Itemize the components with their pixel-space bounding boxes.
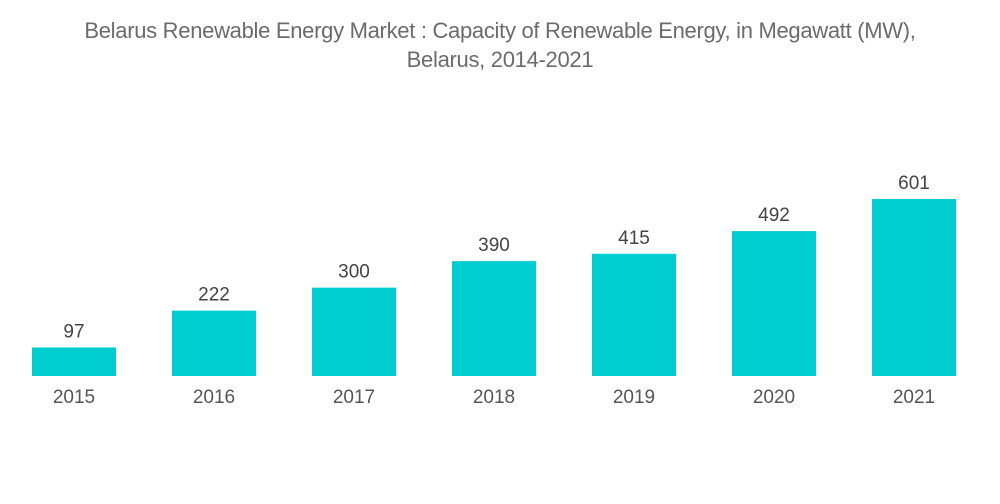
bar-2018 bbox=[452, 261, 536, 376]
data-label-2016: 222 bbox=[198, 285, 230, 306]
bar-2017 bbox=[312, 287, 396, 376]
bar-2015 bbox=[32, 347, 116, 376]
x-tick-label-2017: 2017 bbox=[333, 387, 375, 408]
data-label-2021: 601 bbox=[898, 173, 930, 194]
x-tick-label-2019: 2019 bbox=[613, 387, 655, 408]
data-label-2015: 97 bbox=[63, 321, 84, 342]
x-tick-label-2015: 2015 bbox=[53, 387, 95, 408]
bar-2019 bbox=[592, 253, 676, 376]
data-label-2020: 492 bbox=[758, 205, 790, 226]
chart-title: Belarus Renewable Energy Market : Capaci… bbox=[0, 16, 1000, 74]
bar-2021 bbox=[872, 199, 956, 376]
chart-title-line-1: Belarus Renewable Energy Market : Capaci… bbox=[84, 18, 916, 43]
x-tick-label-2018: 2018 bbox=[473, 387, 515, 408]
data-label-2018: 390 bbox=[478, 235, 510, 256]
data-label-2019: 415 bbox=[618, 228, 650, 249]
x-tick-label-2021: 2021 bbox=[893, 387, 935, 408]
bar-2016 bbox=[172, 310, 256, 376]
x-tick-label-2016: 2016 bbox=[193, 387, 235, 408]
x-tick-label-2020: 2020 bbox=[753, 387, 795, 408]
bar-2020 bbox=[732, 231, 816, 376]
data-label-2017: 300 bbox=[338, 262, 370, 283]
chart-title-line-2: Belarus, 2014-2021 bbox=[406, 47, 594, 72]
